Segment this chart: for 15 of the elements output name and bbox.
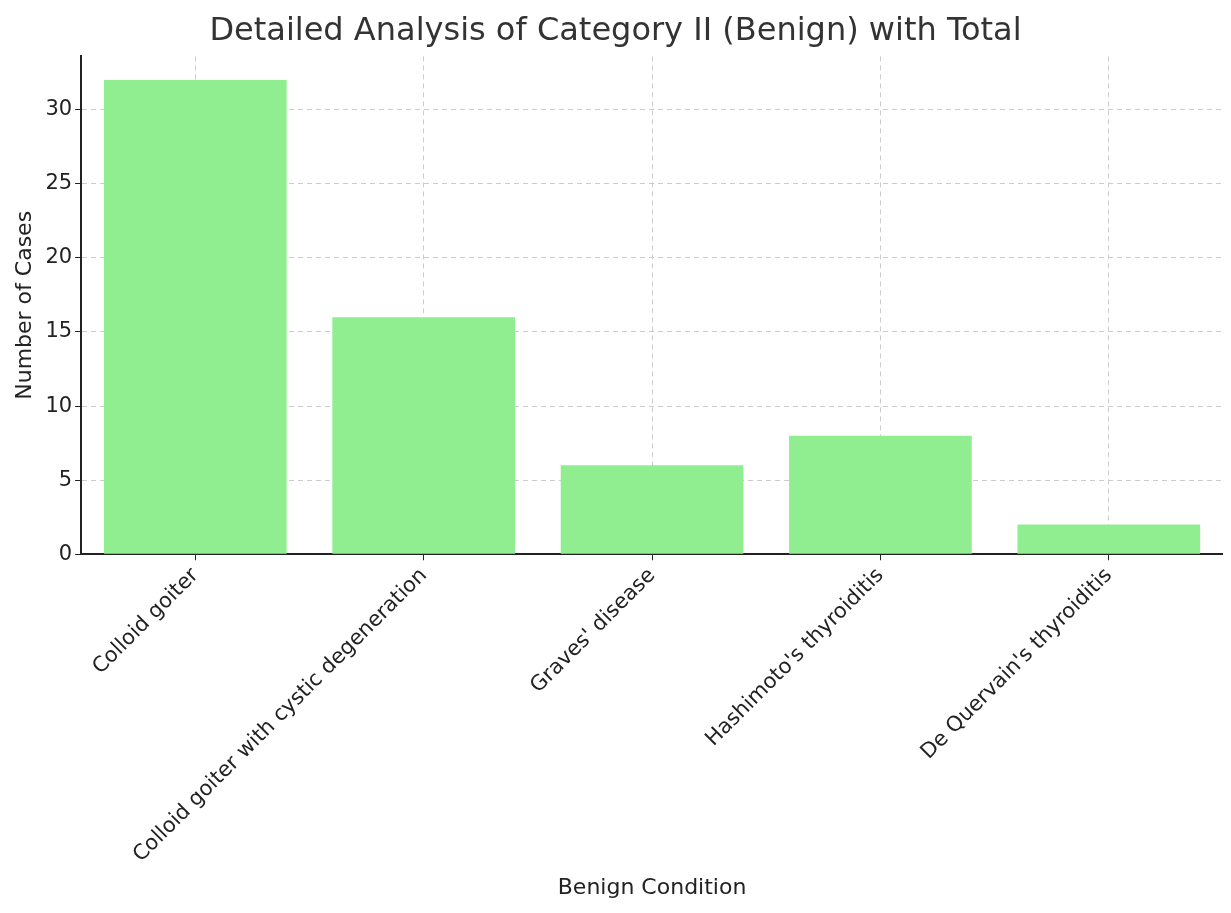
bar — [103, 80, 287, 554]
y-tick-label: 20 — [45, 244, 73, 269]
y-tick-label: 0 — [58, 540, 73, 565]
y-tick-label: 10 — [45, 392, 73, 417]
chart-title: Detailed Analysis of Category II (Benign) with Total — [209, 9, 1022, 48]
y-tick-label: 25 — [45, 170, 73, 195]
y-tick-label: 15 — [45, 318, 73, 343]
bar — [560, 465, 744, 554]
bar — [789, 435, 972, 554]
y-tick-label: 5 — [58, 466, 73, 491]
y-axis-title: Number of Cases — [10, 210, 36, 400]
x-axis-title: Benign Condition — [557, 873, 747, 899]
bar — [1017, 524, 1201, 554]
bar — [332, 317, 516, 554]
y-tick-label: 30 — [45, 96, 73, 121]
